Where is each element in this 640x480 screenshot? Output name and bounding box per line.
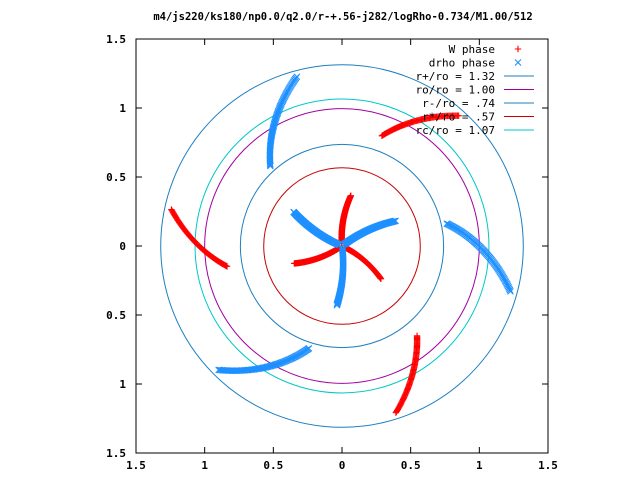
drho-phase-point	[290, 208, 298, 216]
circle-4	[194, 98, 490, 394]
series-w-phase	[168, 112, 462, 416]
y-tick-label: 0.5	[106, 171, 126, 184]
legend-label: r+/ro = 1.32	[416, 70, 495, 83]
y-tick-label: 1	[119, 102, 126, 115]
drho-phase-point	[507, 287, 514, 295]
x-tick-label: 0.5	[401, 459, 421, 472]
w-phase-point	[514, 45, 522, 53]
drho-phase-point	[392, 217, 399, 225]
w-phase-point	[347, 192, 355, 199]
w-phase-point	[168, 207, 176, 214]
x-tick-label: 1	[476, 459, 483, 472]
legend-label: r-/ro = .74	[422, 97, 495, 110]
w-phase-point	[392, 409, 400, 416]
x-tick-label: 1.5	[538, 459, 558, 472]
w-phase-point	[377, 275, 385, 283]
data-points	[168, 73, 514, 416]
legend-label: W phase	[449, 43, 495, 56]
drho-phase-point	[293, 73, 301, 81]
drho-phase-point	[216, 366, 224, 374]
y-tick-label: 1.5	[106, 447, 126, 460]
drho-phase-point	[514, 59, 522, 66]
plot-title-group: m4/js220/ks180/np0.0/q2.0/r-+.56-j282/lo…	[153, 11, 532, 23]
x-tick-label: 1.5	[126, 459, 146, 472]
w-phase-point	[291, 260, 298, 267]
y-tick-label: 0.5	[106, 309, 126, 322]
drho-phase-point	[269, 126, 277, 133]
w-phase-point	[168, 206, 175, 213]
drho-phase-point	[215, 366, 223, 374]
drho-phase-point	[269, 127, 276, 135]
x-tick-label: 1	[201, 459, 208, 472]
chart-title: m4/js220/ks180/np0.0/q2.0/r-+.56-j282/lo…	[153, 11, 532, 23]
drho-phase-point	[333, 301, 341, 309]
reference-circles	[160, 64, 524, 428]
series-drho-phase	[215, 73, 514, 375]
y-tick-label: 0	[119, 240, 126, 253]
w-phase-point	[455, 112, 462, 119]
circle-0	[160, 64, 524, 428]
legend-label: r*/ro = .57	[422, 111, 495, 124]
circle-2	[239, 143, 445, 349]
circle-3	[263, 167, 421, 325]
w-phase-point	[393, 408, 400, 415]
legend-label: drho phase	[429, 57, 495, 70]
legend-label: ro/ro = 1.00	[416, 84, 495, 97]
x-tick-label: 0.5	[263, 459, 283, 472]
legend-label: rc/ro = 1.07	[416, 124, 495, 137]
y-tick-label: 1	[119, 378, 126, 391]
x-tick-label: 0	[339, 459, 346, 472]
y-tick-label: 1.5	[106, 33, 126, 46]
